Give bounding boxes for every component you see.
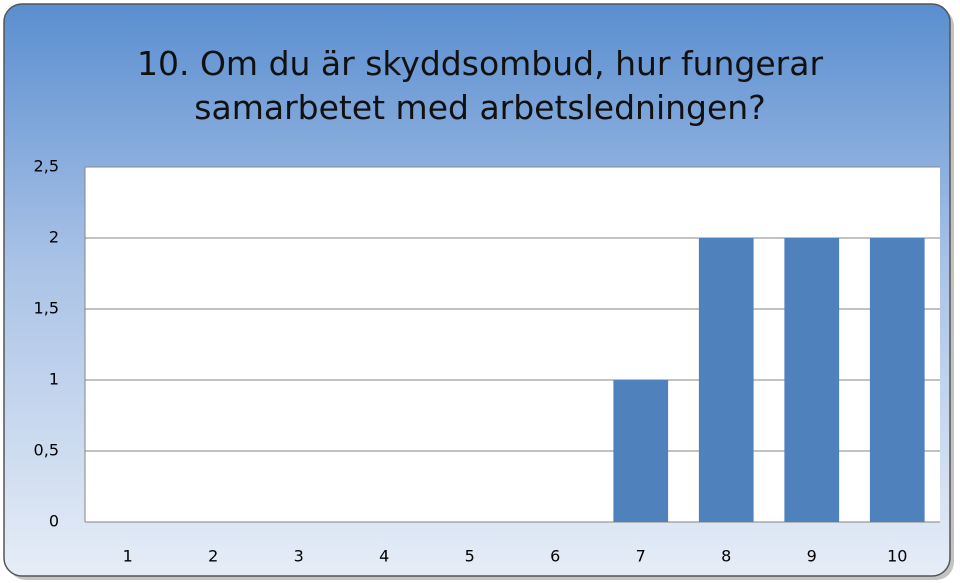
bar — [869, 238, 925, 522]
x-tick-label: 3 — [294, 547, 304, 566]
bar — [613, 380, 669, 522]
x-tick-label: 1 — [123, 547, 133, 566]
y-tick-label: 1 — [49, 370, 59, 389]
y-tick-label: 2 — [49, 228, 59, 247]
x-tick-label: 2 — [208, 547, 218, 566]
y-tick-label: 1,5 — [34, 299, 59, 318]
x-tick-label: 10 — [887, 547, 907, 566]
x-tick-label: 5 — [465, 547, 475, 566]
x-tick-label: 6 — [550, 547, 560, 566]
y-tick-label: 2,5 — [34, 157, 59, 176]
x-tick-label: 9 — [807, 547, 817, 566]
x-tick-label: 7 — [636, 547, 646, 566]
y-tick-label: 0 — [49, 512, 59, 531]
x-tick-label: 8 — [721, 547, 731, 566]
bar — [784, 238, 840, 522]
bar — [698, 238, 754, 522]
y-tick-label: 0,5 — [34, 441, 59, 460]
chart-title: 10. Om du är skyddsombud, hur fungerar s… — [136, 44, 824, 127]
x-tick-label: 4 — [379, 547, 389, 566]
